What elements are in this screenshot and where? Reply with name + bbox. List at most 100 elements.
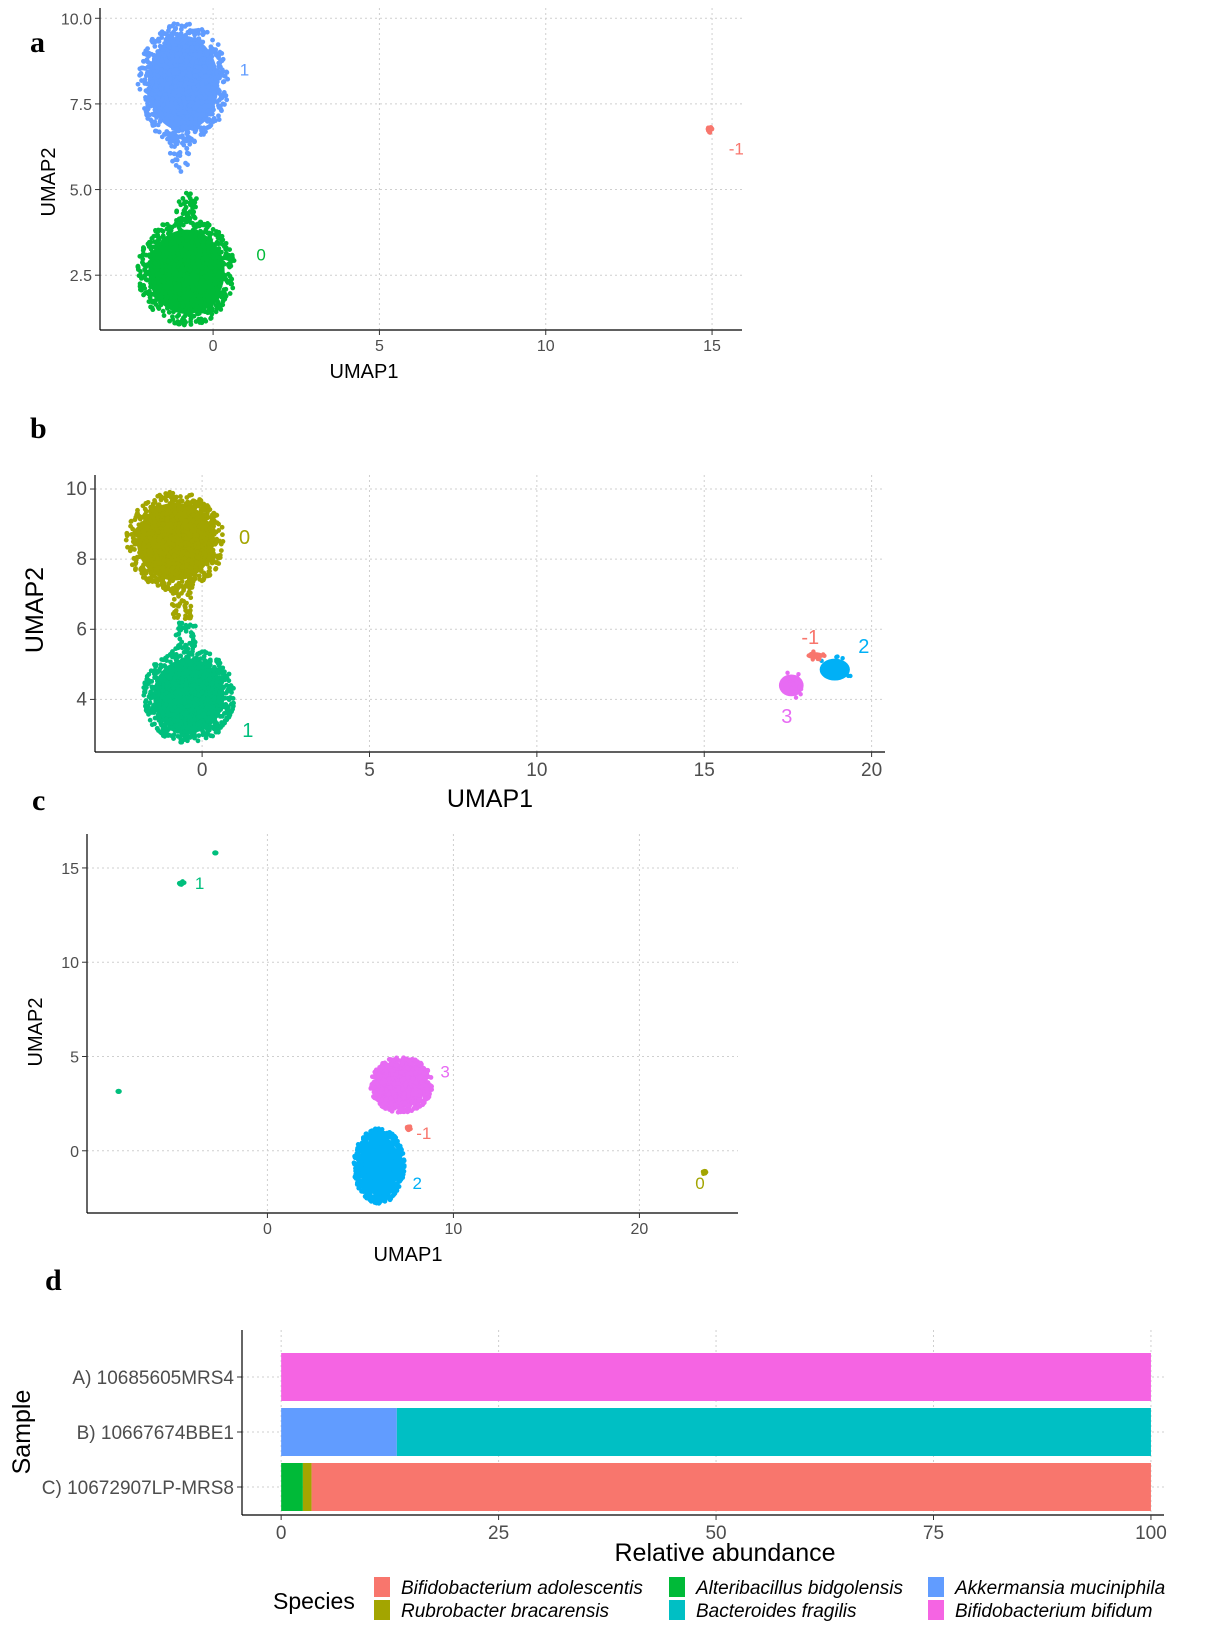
point bbox=[380, 1158, 386, 1164]
point bbox=[147, 294, 153, 300]
point bbox=[169, 64, 175, 69]
point bbox=[170, 586, 176, 591]
point bbox=[211, 523, 217, 529]
point bbox=[183, 160, 188, 166]
point bbox=[187, 209, 193, 214]
point bbox=[174, 544, 180, 550]
point bbox=[368, 1136, 373, 1142]
point bbox=[183, 535, 189, 541]
point bbox=[187, 73, 193, 79]
point bbox=[364, 1145, 370, 1151]
point bbox=[185, 130, 191, 135]
point bbox=[196, 31, 201, 36]
point bbox=[413, 1091, 419, 1097]
point bbox=[140, 252, 146, 258]
point bbox=[211, 282, 217, 287]
point bbox=[160, 543, 166, 549]
point bbox=[148, 117, 154, 123]
point bbox=[181, 201, 187, 207]
point bbox=[208, 264, 214, 270]
point bbox=[173, 583, 179, 589]
point bbox=[229, 701, 234, 707]
point bbox=[187, 611, 193, 616]
point bbox=[173, 243, 179, 249]
point bbox=[195, 670, 201, 676]
point bbox=[141, 292, 146, 298]
point bbox=[187, 135, 193, 141]
point bbox=[159, 494, 165, 500]
point bbox=[395, 1169, 401, 1174]
point bbox=[355, 1164, 361, 1170]
point bbox=[164, 302, 170, 308]
point bbox=[224, 715, 230, 721]
point bbox=[182, 293, 188, 299]
point bbox=[174, 126, 180, 131]
point bbox=[212, 118, 218, 124]
point bbox=[199, 520, 205, 526]
point bbox=[179, 583, 185, 589]
point bbox=[180, 303, 186, 309]
point bbox=[359, 1148, 365, 1154]
point bbox=[141, 545, 147, 551]
point bbox=[172, 281, 178, 287]
point bbox=[137, 86, 143, 92]
point bbox=[151, 284, 157, 290]
point bbox=[197, 38, 202, 44]
point bbox=[794, 675, 800, 680]
point bbox=[213, 553, 219, 559]
legend-swatch bbox=[669, 1577, 685, 1597]
point bbox=[165, 119, 171, 125]
point bbox=[178, 244, 184, 250]
point bbox=[352, 1155, 358, 1160]
point bbox=[145, 513, 150, 519]
point bbox=[139, 553, 145, 559]
point bbox=[201, 575, 207, 581]
point bbox=[159, 512, 165, 518]
point bbox=[216, 113, 221, 119]
point bbox=[160, 725, 166, 731]
point bbox=[163, 239, 169, 245]
point bbox=[195, 253, 201, 259]
x-tick-label: 20 bbox=[631, 1221, 649, 1238]
point bbox=[181, 315, 186, 321]
point bbox=[179, 639, 185, 645]
point bbox=[223, 240, 229, 246]
point bbox=[145, 64, 151, 70]
point bbox=[196, 544, 201, 550]
point bbox=[212, 716, 217, 722]
point bbox=[155, 73, 161, 79]
point bbox=[155, 122, 161, 128]
point bbox=[171, 548, 176, 553]
x-tick-label: 0 bbox=[276, 1523, 287, 1544]
y-tick-label: C) 10672907LP-MRS8 bbox=[42, 1478, 234, 1499]
point bbox=[220, 532, 225, 538]
point bbox=[186, 734, 191, 740]
point bbox=[183, 721, 188, 726]
point bbox=[403, 1082, 408, 1088]
point bbox=[190, 254, 195, 260]
point bbox=[214, 99, 220, 105]
point bbox=[159, 59, 165, 64]
point bbox=[171, 603, 177, 609]
point bbox=[187, 493, 192, 498]
point bbox=[181, 283, 187, 288]
point bbox=[412, 1105, 418, 1111]
point bbox=[204, 118, 210, 124]
point bbox=[186, 576, 192, 582]
point bbox=[149, 531, 155, 536]
point bbox=[152, 43, 158, 49]
point bbox=[172, 320, 178, 326]
point bbox=[148, 504, 154, 510]
point bbox=[140, 514, 145, 520]
point bbox=[204, 275, 210, 281]
point bbox=[209, 518, 215, 524]
point bbox=[191, 223, 197, 229]
point bbox=[414, 1066, 420, 1072]
point bbox=[153, 228, 158, 233]
point bbox=[192, 120, 198, 126]
point bbox=[144, 110, 149, 116]
point bbox=[172, 108, 177, 114]
point bbox=[135, 81, 141, 87]
point bbox=[178, 81, 184, 86]
